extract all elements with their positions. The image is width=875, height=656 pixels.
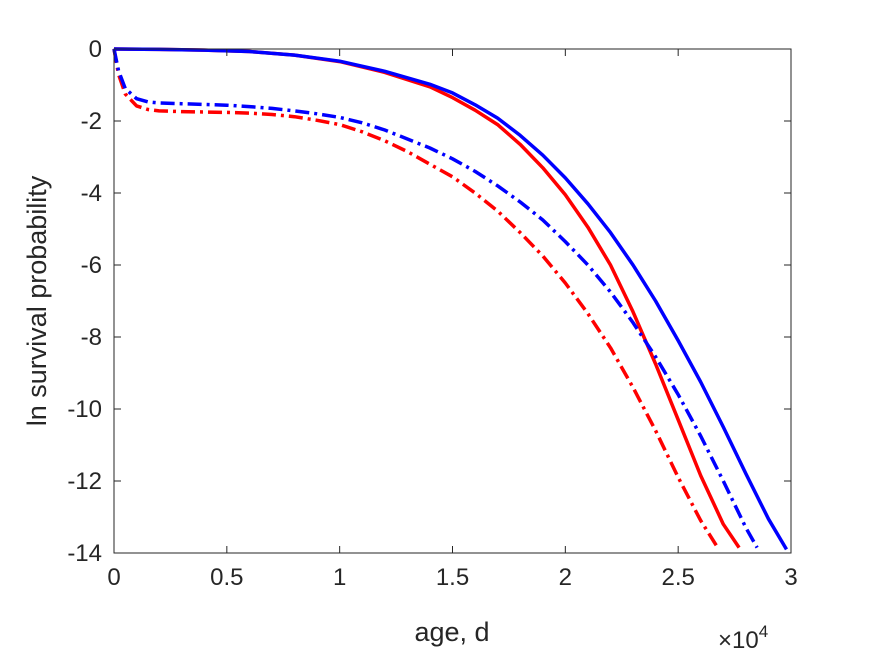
x-tick-label: 2.5 <box>661 564 694 591</box>
series-line-3 <box>112 48 759 549</box>
x-tick-label: 0.5 <box>210 564 243 591</box>
plot-background <box>114 49 791 553</box>
x-tick-label: 3 <box>784 564 797 591</box>
x-exponent-power: 4 <box>759 622 768 641</box>
y-tick-label: -12 <box>67 468 102 495</box>
x-exponent-base: ×10 <box>718 627 759 654</box>
series-line-2 <box>112 48 721 551</box>
y-axis-label: ln survival probability <box>22 175 52 426</box>
x-tick-label: 1 <box>333 564 346 591</box>
y-tick-label: -6 <box>81 252 102 279</box>
y-tick-label: -14 <box>67 540 102 567</box>
y-tick-label: -4 <box>81 180 102 207</box>
series-layer <box>112 47 789 551</box>
y-tick-label: -2 <box>81 108 102 135</box>
y-tick-label: 0 <box>89 36 102 63</box>
series-line-1 <box>113 47 789 551</box>
x-tick-label: 2 <box>559 564 572 591</box>
tick-layer: 0 0.5 1 1.5 2 2.5 3 0 -2 -4 -6 -8 -10 -12 -14 <box>67 36 797 591</box>
y-tick-label: -8 <box>81 324 102 351</box>
y-tick-label: -10 <box>67 396 102 423</box>
x-tick-label: 1.5 <box>436 564 469 591</box>
x-axis-exponent: ×104 <box>718 622 768 654</box>
x-axis-label: age, d <box>414 617 489 647</box>
x-tick-label: 0 <box>107 564 120 591</box>
